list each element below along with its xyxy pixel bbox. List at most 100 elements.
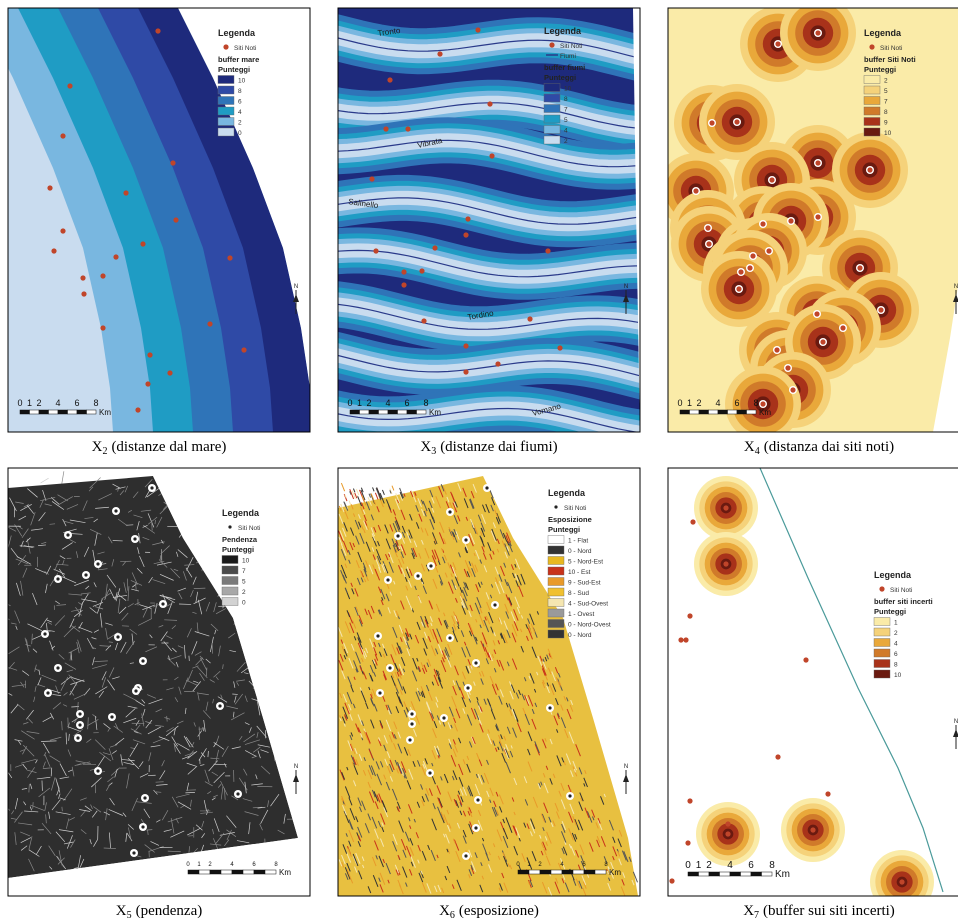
site-dot (100, 273, 105, 278)
site-dot (464, 854, 467, 857)
scale-segment (379, 410, 389, 414)
legend-swatch (548, 620, 564, 628)
scale-segment (350, 410, 360, 414)
site-dot (690, 519, 695, 524)
legend-swatch (548, 557, 564, 565)
legend-swatch (864, 107, 880, 115)
scale-segment (680, 410, 690, 414)
site-dot (485, 486, 488, 489)
scale-tick-label: 2 (706, 860, 712, 871)
site-dot (476, 798, 479, 801)
caption-text: (pendenza) (136, 903, 203, 919)
scale-segment (718, 410, 728, 414)
legend-layer: buffer siti incerti (874, 597, 933, 606)
legend-label: 8 (884, 109, 888, 116)
legend-label: 9 - Sud-Est (568, 580, 601, 587)
scale-segment (39, 410, 49, 414)
scale-tick-label: 6 (748, 860, 754, 871)
scale-segment (751, 872, 762, 876)
scale-unit: Km (609, 868, 621, 877)
site-dot (785, 365, 790, 370)
site-dot (747, 265, 752, 270)
site-dot (408, 738, 411, 741)
legend-swatch (548, 609, 564, 617)
figure: LegendaSiti Notibuffer marePunteggi10864… (0, 0, 958, 919)
scale-segment (188, 870, 199, 874)
site-dot (76, 736, 79, 739)
caption-var: X (743, 903, 754, 919)
site-dot (869, 44, 874, 49)
site-dot (725, 831, 730, 836)
site-dot (386, 578, 389, 581)
north-label: N (294, 284, 298, 290)
scale-segment (243, 870, 254, 874)
site-dot (557, 345, 562, 350)
site-dot (464, 538, 467, 541)
legend-swatch (874, 618, 890, 626)
legend-score-title: Punteggi (544, 73, 576, 82)
legend-score-title: Punteggi (864, 65, 896, 74)
site-dot (123, 190, 128, 195)
legend-swatch (218, 97, 234, 105)
legend-label: 10 (884, 130, 892, 137)
legend-title: Legenda (544, 26, 582, 36)
scale-tick-label: 8 (753, 398, 758, 408)
scale-segment (417, 410, 427, 414)
legend-swatch (548, 536, 564, 544)
legend-swatch (218, 86, 234, 94)
site-dot (693, 188, 698, 193)
scale-segment (87, 410, 97, 414)
site-dot (78, 712, 81, 715)
site-dot (527, 316, 532, 321)
legend-swatch (864, 76, 880, 84)
scale-segment (688, 872, 699, 876)
scale-segment (398, 410, 408, 414)
legend-swatch (544, 115, 560, 123)
map (338, 468, 640, 898)
scale-segment (232, 870, 243, 874)
legend-swatch (874, 649, 890, 657)
site-dot (803, 657, 808, 662)
scale-segment (562, 870, 573, 874)
scale-segment (360, 410, 370, 414)
legend-swatch (548, 546, 564, 554)
legend-label: 2 (242, 589, 246, 596)
scale-segment (210, 870, 221, 874)
legend-label: 7 (242, 568, 246, 575)
site-dot (432, 245, 437, 250)
site-dot (376, 634, 379, 637)
site-dot (81, 291, 86, 296)
scale-segment (20, 410, 30, 414)
scale-tick-label: 2 (696, 398, 701, 408)
site-dot (378, 691, 381, 694)
legend-swatch (222, 587, 238, 595)
legend-label: 6 (238, 99, 242, 106)
caption-var: X (744, 439, 755, 455)
site-dot (840, 325, 845, 330)
site-dot (223, 44, 228, 49)
site-dot (241, 347, 246, 352)
site-dot (228, 525, 231, 528)
legend-label: 5 (242, 579, 246, 586)
caption-text: (esposizione) (459, 903, 539, 919)
scale-segment (58, 410, 68, 414)
legend-label: 4 - Sud-Ovest (568, 601, 608, 608)
legend-swatch (874, 660, 890, 668)
site-dot (421, 318, 426, 323)
site-dot (766, 248, 771, 253)
legend-title: Legenda (548, 488, 586, 498)
site-dot (466, 686, 469, 689)
site-dot (96, 769, 99, 772)
legend-points: Siti Noti (560, 43, 582, 50)
site-dot (155, 28, 160, 33)
site-dot (815, 214, 820, 219)
site-dot (669, 878, 674, 883)
caption-sub: 6 (450, 910, 455, 919)
legend-swatch (222, 577, 238, 585)
legend-title: Legenda (218, 28, 256, 38)
legend-swatch (544, 84, 560, 92)
legend-swatch (544, 94, 560, 102)
site-dot (548, 706, 551, 709)
page: {"panels": [ {"caption": {"var": "X", "s… (0, 0, 958, 919)
